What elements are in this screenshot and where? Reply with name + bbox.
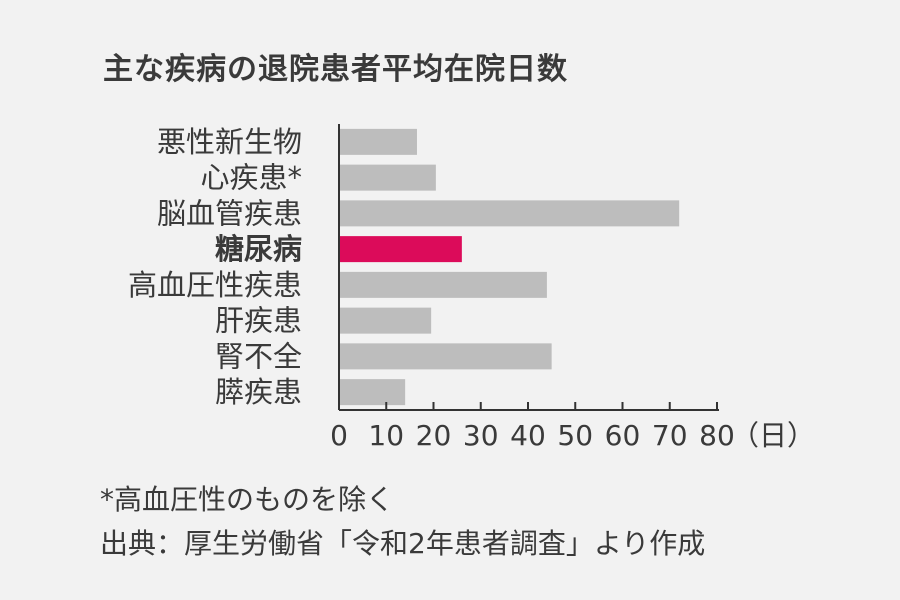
x-tick-label-3: 30 — [463, 419, 499, 452]
x-tick-label-4: 40 — [510, 419, 546, 452]
bar-4 — [339, 271, 547, 298]
category-label-5: 肝疾患 — [215, 304, 302, 338]
bar-5 — [339, 307, 432, 334]
source-credit: 出典：厚生労働省「令和2年患者調査」より作成 — [100, 527, 706, 560]
chart-title: 主な疾病の退院患者平均在院日数 — [103, 52, 568, 87]
x-tick-label-5: 50 — [557, 419, 593, 452]
category-label-6: 腎不全 — [215, 339, 302, 373]
x-tick-label-2: 20 — [416, 419, 452, 452]
x-tick-label-0: 0 — [330, 419, 348, 452]
bar-2 — [339, 200, 680, 227]
bar-1 — [339, 164, 436, 191]
x-tick-label-7: 70 — [652, 419, 688, 452]
category-label-4: 高血圧性疾患 — [128, 268, 302, 302]
x-axis-ticks: 0 10 20 30 40 50 60 70 80 — [330, 402, 735, 452]
footnote: *高血圧性のものを除く — [100, 483, 395, 516]
x-tick-label-8: 80 — [699, 419, 735, 452]
bar-6 — [339, 343, 552, 370]
bars-group — [339, 128, 680, 406]
x-axis-unit-label: （日） — [731, 419, 815, 452]
x-tick-label-1: 10 — [368, 419, 404, 452]
bar-3 — [339, 236, 462, 263]
category-label-7: 膵疾患 — [215, 375, 302, 409]
category-label-2: 脳血管疾患 — [157, 196, 302, 230]
category-label-0: 悪性新生物 — [157, 125, 302, 159]
bar-0 — [339, 128, 417, 155]
category-label-1: 心疾患* — [200, 161, 302, 195]
x-tick-label-6: 60 — [605, 419, 641, 452]
bar-7 — [339, 379, 406, 406]
category-label-3: 糖尿病 — [215, 232, 302, 266]
